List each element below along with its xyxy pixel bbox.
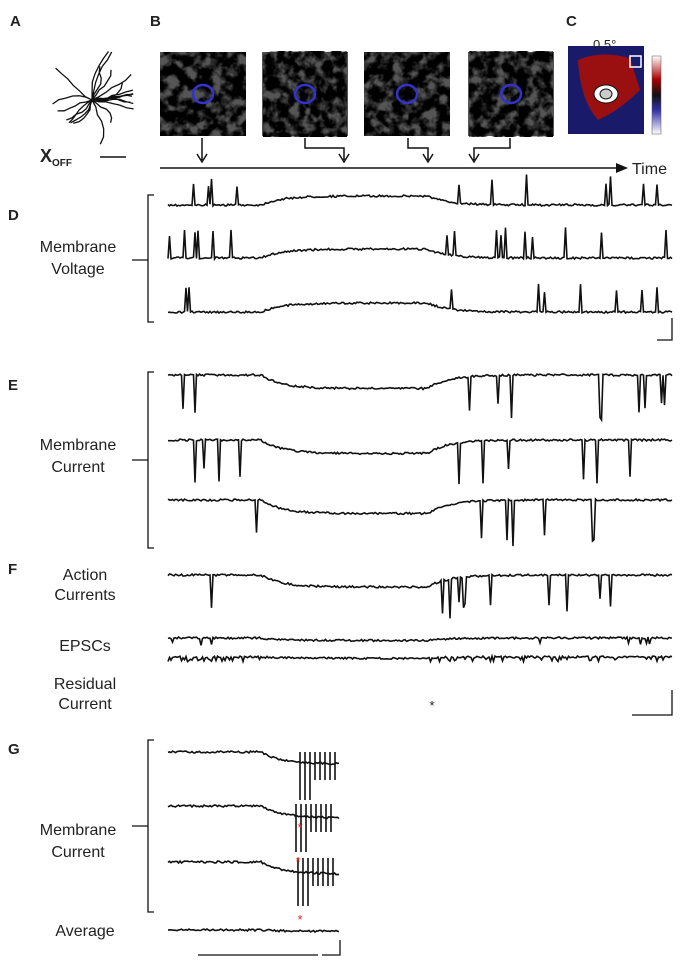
trace [167,635,672,647]
spikes [295,804,332,852]
y-label: Membrane [40,437,117,454]
y-label: Membrane [40,239,117,256]
trace [167,227,673,262]
stimulus-images [160,51,554,137]
traces [167,174,673,934]
y-label: Voltage [51,261,104,278]
trace [167,859,340,876]
panel-label: G [8,741,20,758]
spikes [299,752,336,800]
trace-label: EPSCs [59,638,111,655]
axis-label: Time [632,161,667,178]
brackets [132,194,673,956]
trace [167,572,673,619]
trace-label: Currents [54,587,115,604]
neuron-drawing [52,51,134,145]
marker: * [429,698,434,713]
rf-outline [395,83,419,105]
trace [167,174,673,208]
trace [168,927,340,934]
rf-outline [293,83,317,105]
trace [167,497,673,547]
arrows [196,138,511,164]
dendrites [52,51,134,145]
y-label: Current [51,844,105,861]
trace-label: Residual [54,676,116,693]
scale-label: 0.5° [593,37,616,52]
y-label: Membrane [40,822,117,839]
labels: A B C D E F G [8,13,577,758]
trace [168,437,673,485]
spikes [297,858,334,906]
image-texture [469,51,553,137]
rf-outline [191,83,215,105]
image-texture [364,52,450,136]
panel-label: C [566,13,577,30]
side-labels: Membrane Voltage Membrane Current Action… [40,239,435,940]
panel-label: F [8,561,17,578]
receptive-field: 0.5° [568,37,662,135]
trace [167,372,673,423]
panel-label: D [8,207,19,224]
rf-outline [499,83,523,105]
panel-label: A [10,13,21,30]
marker: * [297,912,302,927]
arrowhead [616,163,628,173]
marker: * [297,820,302,835]
cell-type: XOFF [40,146,72,169]
image-texture [263,51,347,137]
marker: * [295,854,300,869]
trace-label: Action [63,567,107,584]
panel-label: B [150,13,161,30]
panel-label: E [8,377,18,394]
trace [167,283,673,315]
trace-label: Average [55,923,114,940]
image-texture [160,52,246,136]
y-label: Current [51,459,105,476]
trace-label: Current [58,696,112,713]
trace [167,804,340,820]
trace [167,750,340,766]
trace [167,653,673,665]
